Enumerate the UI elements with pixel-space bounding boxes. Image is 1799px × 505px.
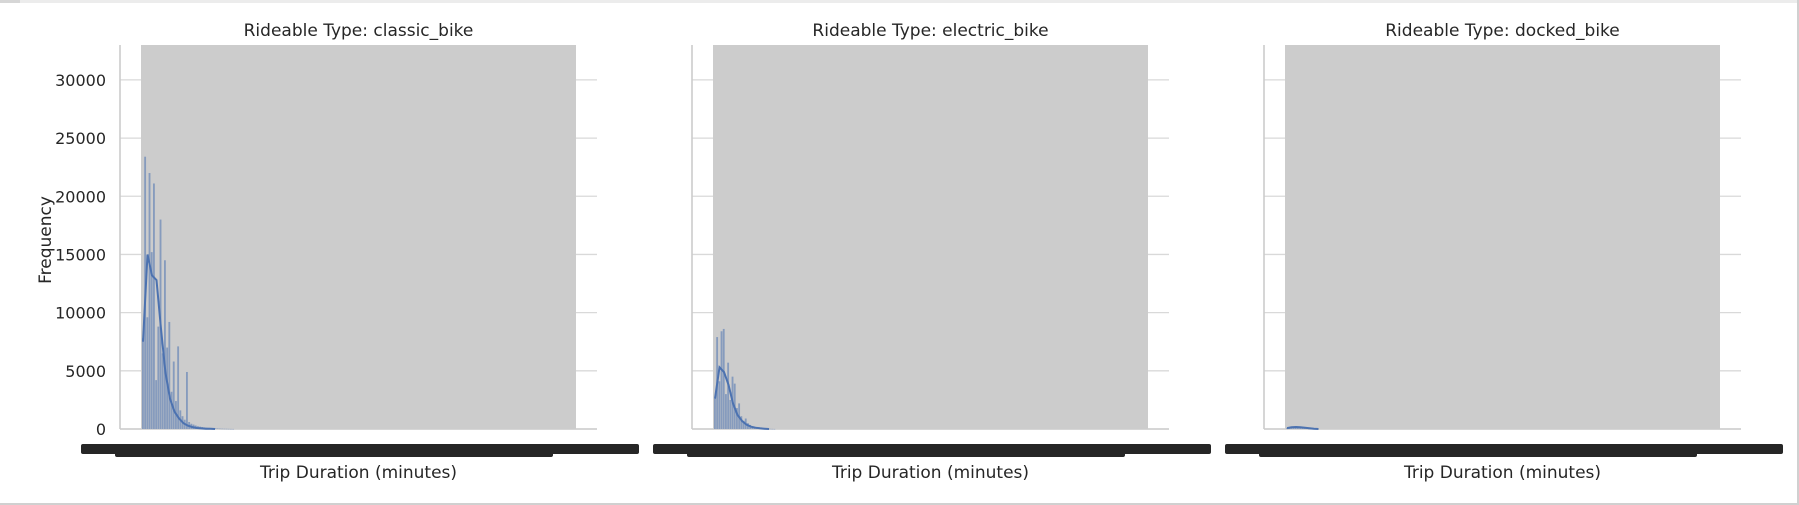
dense-bins-area xyxy=(141,45,576,429)
histogram-bar xyxy=(725,394,727,429)
window-top-bar xyxy=(0,0,1797,3)
histogram-bar xyxy=(219,428,221,430)
histogram-bar xyxy=(148,173,151,429)
y-tick-label: 25000 xyxy=(55,129,106,148)
y-tick-label: 10000 xyxy=(55,304,106,323)
x-tick-labels-overlap xyxy=(115,452,553,457)
histogram-bar xyxy=(227,428,230,430)
histogram-bar xyxy=(1286,428,1288,429)
panel-title: Rideable Type: electric_bike xyxy=(812,21,1048,41)
histogram-bar xyxy=(223,428,226,430)
dense-bins-area xyxy=(713,45,1148,429)
histogram-bar xyxy=(150,252,153,429)
histogram-bar xyxy=(146,317,149,429)
histogram-bar xyxy=(1301,427,1304,429)
histogram-bar xyxy=(168,321,171,429)
histogram-bar xyxy=(153,183,155,429)
x-tick-labels-overlap xyxy=(1259,452,1697,457)
histogram-bar xyxy=(155,380,158,429)
x-tick-labels-overlap xyxy=(653,444,1211,454)
histogram-bar xyxy=(769,428,771,430)
histogram-bar xyxy=(172,361,175,429)
kde-curve xyxy=(142,254,216,430)
y-tick-label: 0 xyxy=(96,420,106,439)
x-axis-label: Trip Duration (minutes) xyxy=(1403,463,1601,483)
x-axis-label: Trip Duration (minutes) xyxy=(831,463,1029,483)
x-tick-labels-overlap xyxy=(81,444,639,454)
histogram-bar xyxy=(714,398,716,429)
histogram-bar xyxy=(773,428,776,430)
histogram-bar xyxy=(186,371,188,429)
y-axis-label: Frequency xyxy=(36,196,56,284)
histogram-bar xyxy=(225,428,228,430)
y-tick-label: 15000 xyxy=(55,245,106,264)
histogram-bar xyxy=(729,399,732,429)
histogram-bar xyxy=(1297,427,1299,429)
histogram-bar xyxy=(727,362,730,429)
histogram-bar xyxy=(720,331,723,429)
histogram-bar xyxy=(170,391,173,429)
x-tick-labels-overlap xyxy=(687,452,1125,457)
window-corner-tab xyxy=(0,0,20,3)
histogram-bar xyxy=(221,428,224,430)
histogram-bar xyxy=(164,260,166,429)
histogram-bar xyxy=(177,346,180,429)
histogram-bar xyxy=(736,408,738,429)
kde-curve xyxy=(714,365,770,430)
y-tick-label: 30000 xyxy=(55,71,106,90)
histogram-bar xyxy=(216,428,219,429)
y-tick-label: 5000 xyxy=(65,362,106,381)
panel-title: Rideable Type: docked_bike xyxy=(1385,21,1620,41)
kde-curve xyxy=(1286,425,1319,430)
dense-bins-area xyxy=(1285,45,1720,429)
histogram-bar xyxy=(142,338,144,429)
histogram-bar xyxy=(157,326,160,429)
panel-title: Rideable Type: classic_bike xyxy=(244,21,474,41)
histogram-bar xyxy=(161,353,164,429)
histogram-bar xyxy=(232,428,235,430)
histogram-bar xyxy=(230,428,232,430)
histogram-bar xyxy=(1294,427,1297,429)
histogram-bar xyxy=(722,328,725,429)
histogram-bar xyxy=(214,428,217,429)
histogram-bar xyxy=(740,416,743,429)
histogram-bar xyxy=(1299,427,1302,429)
x-axis-label: Trip Duration (minutes) xyxy=(259,463,457,483)
y-tick-label: 20000 xyxy=(55,187,106,206)
x-tick-labels-overlap xyxy=(1225,444,1783,454)
histogram-bar xyxy=(718,381,721,429)
histogram-bar xyxy=(166,347,169,429)
histogram-bar xyxy=(771,428,774,430)
histogram-bar xyxy=(742,420,745,429)
